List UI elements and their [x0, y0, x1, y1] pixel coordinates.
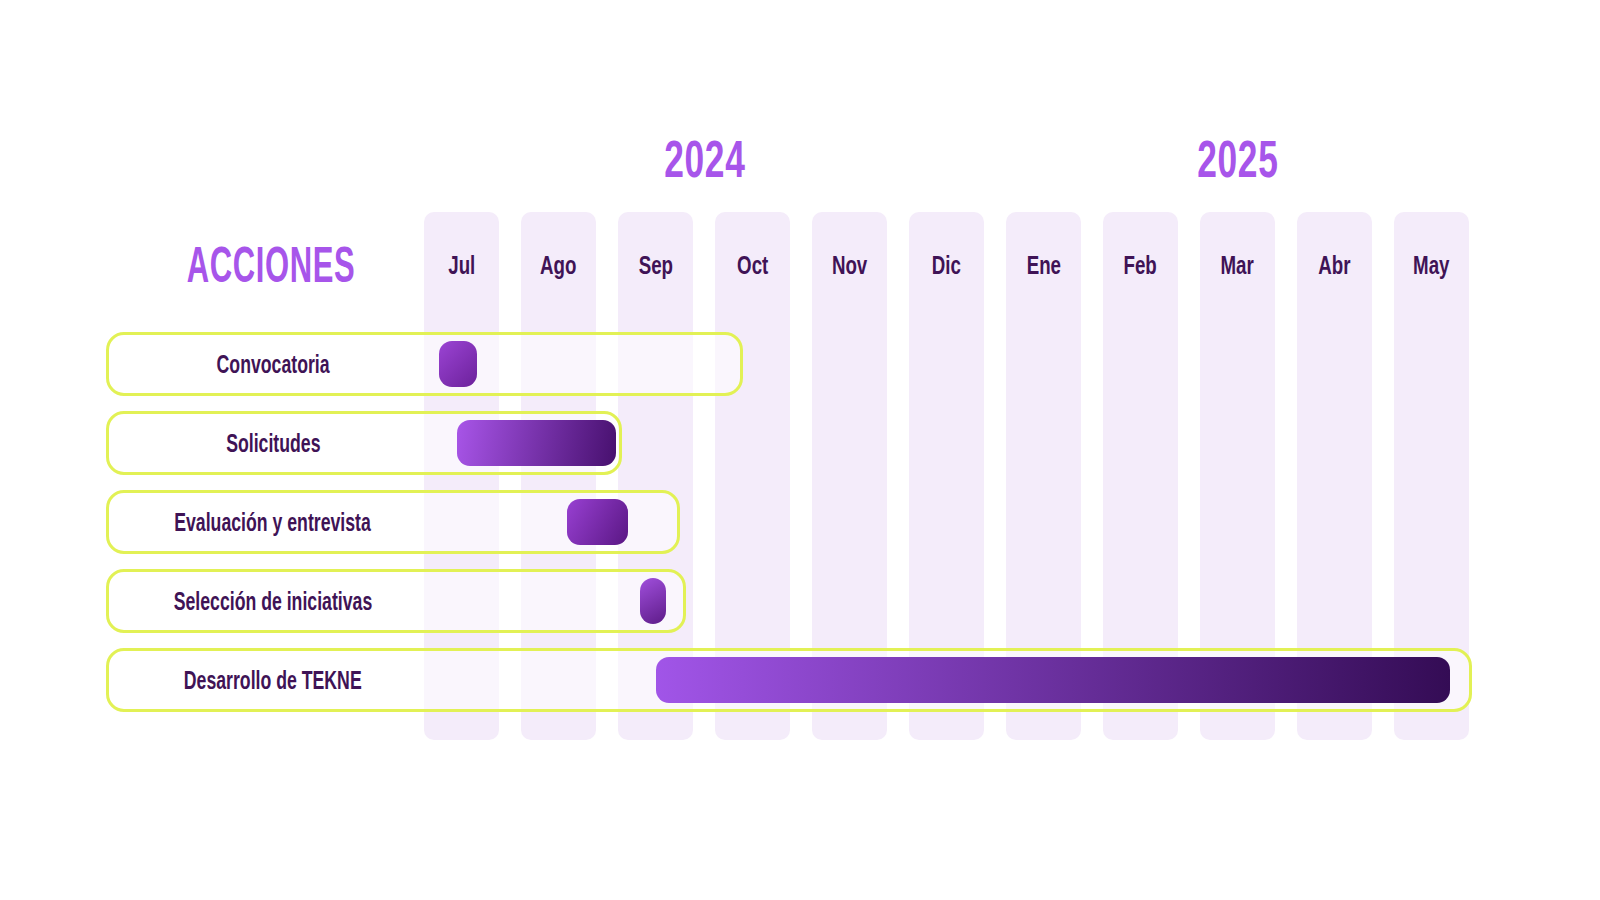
task-label-solicitudes: Solicitudes — [106, 411, 440, 475]
month-label-ene: Ene — [1006, 240, 1081, 290]
month-label-may: May — [1394, 240, 1469, 290]
month-label-text: Jul — [448, 250, 475, 281]
task-label-text: Selección de iniciativas — [174, 586, 373, 617]
gantt-bar-seleccion — [640, 578, 666, 624]
month-label-oct: Oct — [715, 240, 790, 290]
month-label-abr: Abr — [1297, 240, 1372, 290]
month-label-text: Abr — [1318, 250, 1350, 281]
month-label-text: Dic — [932, 250, 961, 281]
year-label: 2025 — [1197, 129, 1278, 189]
task-label-evaluacion: Evaluación y entrevista — [106, 490, 440, 554]
month-label-text: Oct — [737, 250, 768, 281]
month-label-text: Feb — [1124, 250, 1157, 281]
month-label-nov: Nov — [812, 240, 887, 290]
task-label-text: Convocatoria — [217, 349, 330, 380]
month-label-text: Mar — [1221, 250, 1254, 281]
gantt-bar-desarrollo — [656, 657, 1450, 703]
gantt-bar-convocatoria — [439, 341, 477, 387]
actions-header-label: ACCIONES — [187, 236, 356, 294]
task-label-desarrollo: Desarrollo de TEKNE — [106, 648, 440, 712]
month-label-text: Ene — [1026, 250, 1060, 281]
year-header-2024: 2024 — [424, 130, 985, 188]
year-label: 2024 — [664, 129, 745, 189]
month-label-feb: Feb — [1103, 240, 1178, 290]
month-label-text: Ago — [540, 250, 576, 281]
month-label-ago: Ago — [521, 240, 596, 290]
year-header-2025: 2025 — [1006, 130, 1469, 188]
month-label-jul: Jul — [424, 240, 499, 290]
gantt-bar-evaluacion — [567, 499, 628, 545]
month-label-text: May — [1413, 250, 1449, 281]
task-label-text: Desarrollo de TEKNE — [184, 665, 362, 696]
gantt-bar-solicitudes — [457, 420, 616, 466]
month-label-text: Sep — [638, 250, 672, 281]
month-label-text: Nov — [832, 250, 867, 281]
task-label-text: Solicitudes — [226, 428, 320, 459]
task-label-convocatoria: Convocatoria — [106, 332, 440, 396]
month-label-mar: Mar — [1200, 240, 1275, 290]
month-label-sep: Sep — [618, 240, 693, 290]
actions-column-header: ACCIONES — [96, 236, 446, 294]
task-label-seleccion: Selección de iniciativas — [106, 569, 440, 633]
gantt-chart: 2024 2025 ACCIONES Jul Ago Sep Oct Nov D… — [0, 0, 1600, 900]
task-label-text: Evaluación y entrevista — [175, 507, 372, 538]
month-label-dic: Dic — [909, 240, 984, 290]
